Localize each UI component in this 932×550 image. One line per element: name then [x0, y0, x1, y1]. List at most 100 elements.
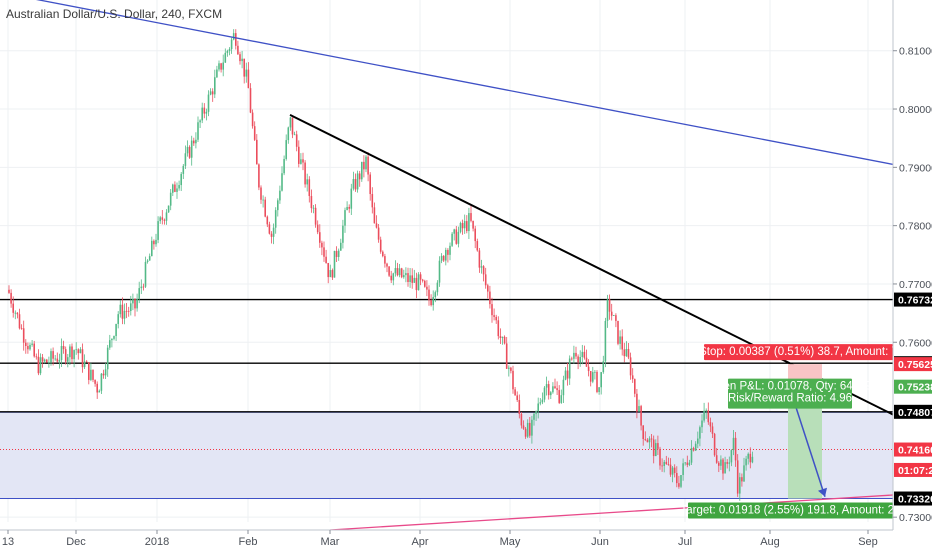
candle-body — [386, 263, 388, 267]
candle-body — [90, 369, 92, 380]
candle-body — [71, 346, 73, 360]
candle-body — [627, 349, 630, 358]
candle-body — [98, 390, 101, 393]
candle-body — [209, 91, 212, 95]
candle-body — [384, 256, 386, 264]
candle-body — [623, 349, 626, 357]
candle-body — [407, 273, 409, 282]
candle-body — [476, 241, 479, 251]
candle-body — [218, 63, 220, 70]
candle-body — [144, 261, 147, 287]
candle-body — [16, 312, 19, 315]
candle-body — [41, 357, 44, 362]
candle-body — [199, 120, 201, 123]
candle-body — [203, 107, 206, 114]
candle-body — [350, 188, 353, 209]
candle-body — [417, 274, 420, 291]
candle-body — [659, 448, 661, 466]
candle-body — [12, 303, 14, 313]
candle-body — [596, 371, 598, 393]
candle-body — [545, 384, 548, 388]
candle-body — [606, 299, 609, 321]
candle-body — [321, 242, 323, 248]
candle-body — [529, 422, 531, 436]
price-label-bg — [894, 357, 932, 372]
candle-body — [600, 372, 602, 388]
candle-body — [94, 379, 96, 384]
candle-body — [253, 126, 256, 140]
candle-body — [526, 422, 529, 437]
candle-body — [161, 217, 164, 220]
candle-body — [295, 134, 298, 147]
candle-body — [638, 406, 640, 412]
candle-body — [390, 275, 392, 281]
candle-body — [682, 463, 684, 476]
candle-body — [566, 370, 569, 379]
candle-body — [650, 438, 653, 440]
candle-body — [25, 342, 27, 346]
candle-body — [501, 336, 504, 338]
candle-body — [499, 336, 502, 338]
price-label-bg — [894, 379, 932, 394]
time-tick-label: May — [500, 536, 521, 548]
candle-body — [247, 69, 250, 89]
target-label: Target: 0.01918 (2.55%) 191.8, Amount: 2… — [681, 502, 900, 519]
projection-arrowhead — [818, 487, 827, 497]
candle-body — [392, 273, 395, 281]
price-label-bg — [894, 491, 932, 506]
candle-body — [35, 356, 38, 358]
candle-body — [344, 210, 346, 226]
candle-body — [749, 453, 752, 463]
candle-body — [510, 367, 512, 371]
candle-body — [266, 216, 269, 225]
candle-body — [711, 426, 714, 434]
candle-body — [182, 165, 185, 174]
candle-body — [48, 362, 50, 363]
candle-body — [613, 315, 615, 317]
candle-body — [50, 351, 52, 363]
trendline-rising-support — [329, 494, 894, 531]
candle-body — [724, 462, 726, 474]
candle-body — [56, 358, 59, 362]
candle-body — [249, 88, 252, 113]
stop-label: Stop: 0.00387 (0.51%) 38.7, Amount: 7 — [699, 344, 898, 361]
zone-layer — [0, 411, 893, 500]
candle-body — [100, 373, 103, 391]
candle-body — [396, 268, 399, 276]
candle-body — [533, 413, 535, 420]
candle-body — [655, 443, 657, 457]
candle-body — [409, 275, 411, 282]
candle-body — [415, 277, 418, 291]
candle-body — [573, 352, 575, 359]
price-label: 01:07:21 — [898, 465, 932, 477]
candle-body — [554, 386, 556, 389]
candle-body — [449, 245, 451, 255]
candle-body — [648, 438, 651, 443]
candle-body — [480, 266, 483, 268]
candle-body — [176, 188, 178, 192]
candle-body — [58, 360, 61, 362]
chart-title: Australian Dollar/U.S. Dollar, 240, FXCM — [6, 7, 222, 21]
candle-body — [575, 352, 577, 357]
candle-body — [83, 361, 86, 368]
candle-body — [180, 173, 182, 186]
candle-body — [617, 320, 619, 344]
candle-body — [543, 387, 546, 400]
candle-body — [730, 450, 733, 463]
time-tick-label: Dec — [66, 536, 86, 548]
candle-body — [310, 196, 313, 209]
candle-body — [346, 207, 348, 211]
candle-body — [29, 344, 31, 350]
candle-body — [367, 156, 369, 175]
pnl-label-text: Risk/Reward Ratio: 4.96 — [728, 393, 852, 405]
candle-body — [127, 310, 130, 312]
candle-body — [331, 270, 334, 278]
time-tick-label: Jun — [591, 536, 609, 548]
candle-body — [673, 467, 676, 474]
candle-body — [75, 349, 77, 351]
candle-body — [684, 462, 686, 464]
candle-body — [373, 207, 376, 224]
price-label: 0.76732 — [898, 295, 932, 307]
